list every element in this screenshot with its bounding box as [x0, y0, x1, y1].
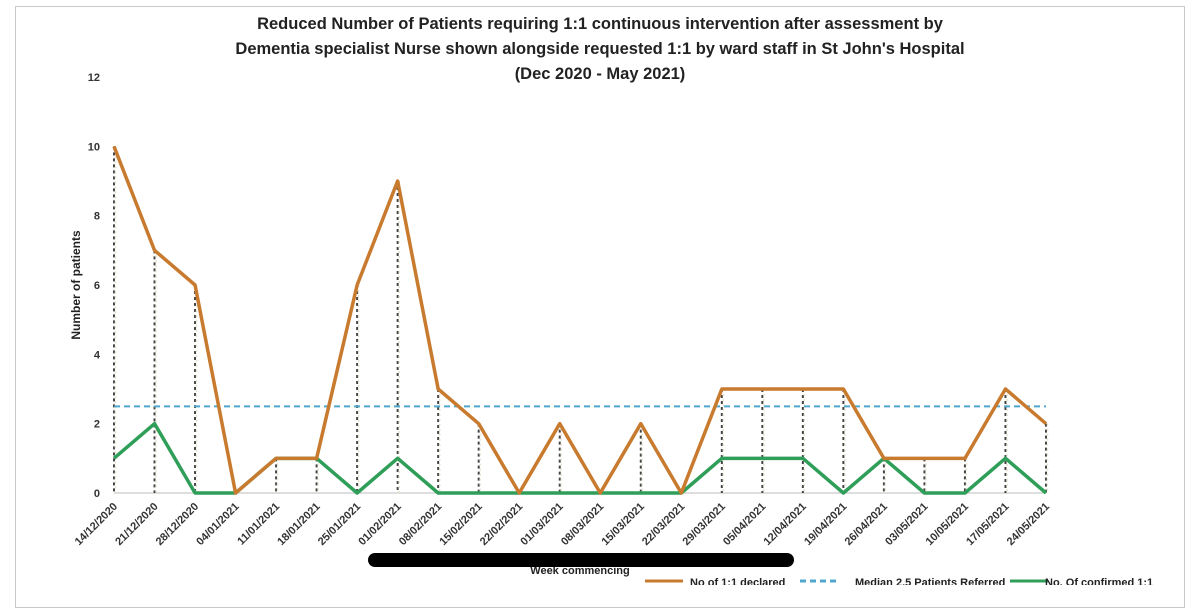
y-tick-label: 10	[88, 141, 100, 153]
x-tick-label: 15/03/2021	[599, 501, 646, 548]
redaction-bar	[368, 553, 794, 567]
y-tick-label: 0	[94, 488, 100, 500]
x-tick-label: 24/05/2021	[1005, 501, 1052, 548]
x-tick-label: 03/05/2021	[883, 501, 930, 548]
series-line-declared	[112, 145, 1048, 495]
chart-frame	[15, 6, 1185, 608]
x-tick-label: 25/01/2021	[316, 501, 363, 548]
x-tick-label: 19/04/2021	[802, 501, 849, 548]
y-tick-label: 4	[94, 349, 101, 361]
x-tick-label: 04/01/2021	[194, 501, 241, 548]
x-tick-label: 14/12/2020	[73, 501, 120, 548]
chart-title: Reduced Number of Patients requiring 1:1…	[235, 15, 965, 83]
line-chart: 0 2 4 6 8 10 12 Number of patients 14/12/202021/…	[69, 72, 1153, 585]
x-tick-label: 15/02/2021	[437, 501, 484, 548]
x-tick-label: 22/03/2021	[640, 501, 687, 548]
y-tick-label: 8	[94, 211, 100, 223]
y-tick-label: 12	[88, 72, 100, 84]
x-tick-label: 28/12/2020	[154, 501, 201, 548]
x-tick-label: 26/04/2021	[843, 501, 890, 548]
legend-label: Median 2.5 Patients Referred	[855, 577, 1005, 585]
x-tick-label: 17/05/2021	[964, 501, 1011, 548]
legend-label: No. Of confirmed 1:1	[1045, 577, 1153, 585]
x-tick-label: 05/04/2021	[721, 501, 768, 548]
x-tick-label: 08/02/2021	[397, 501, 444, 548]
x-tick-label: 29/03/2021	[681, 501, 728, 548]
y-tick-label: 2	[94, 419, 100, 431]
legend-label: No of 1:1 declared	[690, 577, 785, 585]
x-tick-label: 10/05/2021	[924, 501, 971, 548]
y-axis-label: Number of patients	[69, 230, 83, 340]
x-tick-label: 12/04/2021	[762, 501, 809, 548]
x-tick-label: 01/02/2021	[356, 501, 403, 548]
x-tick-label: 08/03/2021	[559, 501, 606, 548]
y-tick-label: 6	[94, 280, 100, 292]
x-tick-label: 22/02/2021	[478, 501, 525, 548]
x-tick-label: 21/12/2020	[113, 501, 160, 548]
x-axis-label: Week commencing	[530, 565, 629, 577]
x-tick-label: 18/01/2021	[275, 501, 322, 548]
x-tick-label: 01/03/2021	[518, 501, 565, 548]
